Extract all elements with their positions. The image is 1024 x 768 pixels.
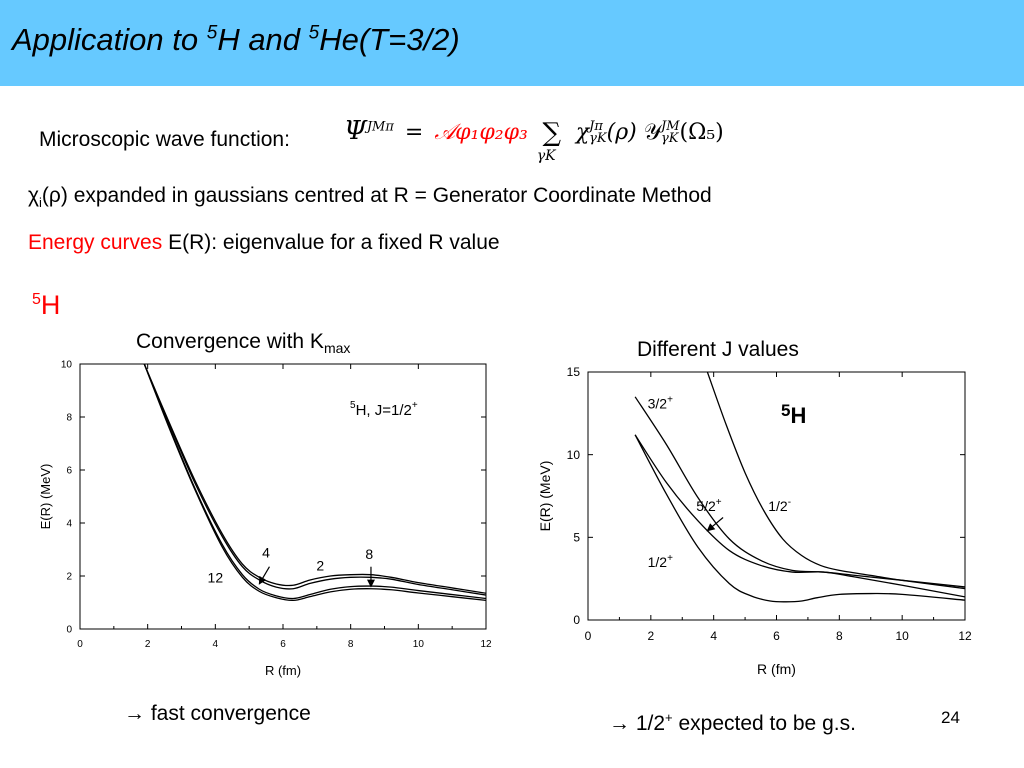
series-line-1	[706, 372, 965, 590]
x-tick-label: 8	[836, 629, 843, 643]
y-tick-label: 10	[61, 360, 73, 371]
y-tick-label: 10	[567, 448, 581, 462]
series-line-3	[634, 434, 965, 603]
y-axis-label: E(R) (MeV)	[38, 464, 53, 530]
y-axis-label: E(R) (MeV)	[537, 461, 553, 532]
page-number: 24	[941, 708, 960, 727]
gcm-description: χi(ρ) expanded in gaussians centred at R…	[28, 184, 712, 211]
energy-curves-description: Energy curves E(R): eigenvalue for a fix…	[28, 231, 500, 254]
x-axis-label: R (fm)	[757, 661, 796, 677]
y-tick-label: 15	[567, 365, 581, 379]
chart-convergence: 0 2 4 6 8 10 12 0 2 4 6 8 10 R (fm) E(R) (MeV) 4 2 8 12 5H,…	[38, 360, 492, 679]
series-line-3	[143, 364, 486, 602]
chart2-title: Different J values	[637, 338, 799, 361]
y-tick-label: 2	[66, 572, 72, 583]
chart-annotation: 5H	[781, 401, 806, 428]
conclusion-fast-convergence: → fast convergence	[124, 702, 311, 725]
chart1-title: Convergence with Kmax	[136, 330, 351, 357]
x-tick-label: 4	[710, 629, 717, 643]
curve-label: 2	[316, 558, 324, 574]
curve-label: 1/2+	[648, 553, 673, 570]
x-tick-label: 12	[958, 629, 972, 643]
curve-label: 3/2+	[648, 394, 673, 411]
y-tick-label: 8	[66, 413, 72, 424]
curve-label: 5/2+	[696, 497, 721, 514]
wave-function-equation: ΨJMπ = 𝒜φ₁φ₂φ₃ ∑ γK χJπ γK(ρ) 𝒴JM γK(Ω₅)	[344, 116, 724, 164]
series-line-0	[143, 364, 486, 594]
y-tick-label: 4	[66, 519, 72, 530]
x-tick-label: 6	[280, 639, 286, 650]
curve-label: 8	[365, 546, 373, 562]
plot-frame	[79, 363, 487, 630]
series-line-2	[143, 364, 486, 600]
curve-label: 12	[208, 570, 224, 586]
curve-label: 4	[262, 544, 270, 560]
x-tick-label: 12	[480, 639, 492, 650]
chart-j-values: 0 2 4 6 8 10 12 0 5 10 15 R (fm) E(R) (MeV) 3/2+ 5/2+ 1…	[537, 365, 972, 677]
x-tick-label: 2	[647, 629, 654, 643]
label-arrow	[258, 566, 270, 585]
x-tick-label: 0	[585, 629, 592, 643]
slide-title: Application to 5H and 5He(T=3/2)	[12, 22, 460, 57]
chart-annotation: 5H, J=1/2+	[350, 400, 418, 419]
y-tick-label: 5	[573, 531, 580, 545]
y-tick-label: 0	[573, 613, 580, 627]
x-tick-label: 10	[895, 629, 909, 643]
x-tick-label: 6	[773, 629, 780, 643]
label-arrow	[706, 517, 724, 532]
x-tick-label: 2	[145, 639, 151, 650]
x-tick-label: 8	[348, 639, 354, 650]
x-tick-label: 10	[413, 639, 425, 650]
series-line-0	[634, 396, 965, 588]
y-tick-label: 0	[66, 625, 72, 636]
x-tick-label: 4	[213, 639, 219, 650]
section-heading-5h: 5H	[32, 290, 61, 320]
series-line-2	[634, 434, 965, 598]
series-line-1	[143, 364, 486, 596]
curve-label: 1/2-	[768, 497, 791, 514]
y-tick-label: 6	[66, 466, 72, 477]
x-tick-label: 0	[77, 639, 83, 650]
plot-frame	[587, 371, 966, 621]
title-bar: Application to 5H and 5He(T=3/2)	[0, 0, 1024, 86]
x-axis-label: R (fm)	[265, 663, 301, 678]
conclusion-ground-state: → 1/2+ expected to be g.s.	[609, 710, 856, 735]
wave-function-label: Microscopic wave function:	[39, 128, 290, 151]
